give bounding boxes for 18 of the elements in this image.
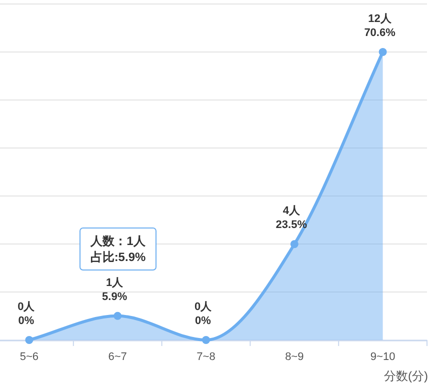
annotation: 人数：1人 占比:5.9% [80, 228, 156, 270]
x-tick-label: 5~6 [20, 351, 39, 363]
data-label: 0人 0% [18, 301, 36, 327]
x-tick-label: 9~10 [370, 351, 396, 363]
point [114, 312, 122, 320]
point [202, 336, 210, 344]
data-label: 0人 0% [194, 301, 213, 327]
x-tick-label: 6~7 [108, 351, 127, 363]
point [378, 48, 387, 56]
x-tick-label: 8~9 [285, 351, 304, 363]
point [290, 240, 298, 248]
x-tick-label: 7~8 [196, 351, 216, 363]
data-label: 1人 5.9% [102, 276, 128, 303]
annotation: 占比:5.9% [90, 250, 146, 264]
point [25, 336, 34, 344]
annotation: 人数：1人 [90, 234, 146, 248]
x-axis-title: 分数(分) [384, 369, 428, 383]
data-label: 12人 70.6% [364, 13, 396, 39]
